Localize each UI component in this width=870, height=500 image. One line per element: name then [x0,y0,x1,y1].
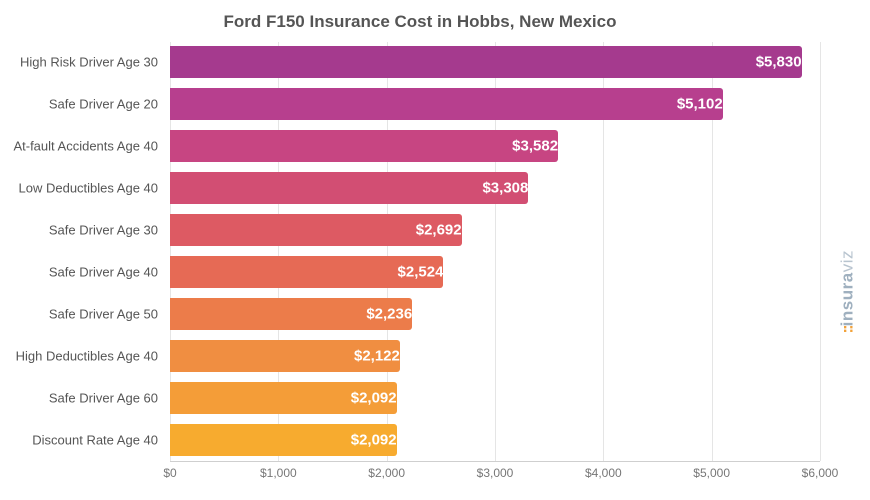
bar-value-label: $3,582 [170,138,558,155]
watermark-bold: insura [838,272,857,326]
bar-row: Safe Driver Age 20$5,102 [170,88,820,120]
category-label: Safe Driver Age 50 [0,307,158,322]
bar-value-label: $2,092 [170,432,397,449]
bar-value-label: $2,692 [170,222,462,239]
category-label: Low Deductibles Age 40 [0,181,158,196]
bar-value-label: $3,308 [170,180,528,197]
bar-value-label: $2,122 [170,348,400,365]
category-label: Safe Driver Age 60 [0,391,158,406]
bar-row: Safe Driver Age 30$2,692 [170,214,820,246]
bar-value-label: $2,524 [170,264,443,281]
bar-row: Safe Driver Age 50$2,236 [170,298,820,330]
plot-area: High Risk Driver Age 30$5,830 Safe Driver… [170,42,820,462]
x-tick-label: $0 [163,466,176,480]
x-tick-label: $1,000 [260,466,297,480]
bar-value-label: $5,102 [170,96,723,113]
bar-value-label: $2,092 [170,390,397,407]
chart-title: Ford F150 Insurance Cost in Hobbs, New M… [10,12,830,32]
bar-row: At-fault Accidents Age 40$3,582 [170,130,820,162]
chart-container: Ford F150 Insurance Cost in Hobbs, New M… [0,0,870,500]
watermark-light: viz [838,250,857,272]
bar-row: Low Deductibles Age 40$3,308 [170,172,820,204]
bar-value-label: $5,830 [170,54,802,71]
bar-row: High Risk Driver Age 30$5,830 [170,46,820,78]
gridline [820,42,821,461]
category-label: High Risk Driver Age 30 [0,55,158,70]
bar-row: Safe Driver Age 40$2,524 [170,256,820,288]
bar-row: Discount Rate Age 40$2,092 [170,424,820,456]
x-tick-label: $2,000 [368,466,405,480]
x-axis: $0$1,000$2,000$3,000$4,000$5,000$6,000 [170,462,820,488]
x-tick-label: $6,000 [802,466,839,480]
category-label: Discount Rate Age 40 [0,433,158,448]
category-label: Safe Driver Age 40 [0,265,158,280]
bar-value-label: $2,236 [170,306,412,323]
x-tick-label: $4,000 [585,466,622,480]
category-label: Safe Driver Age 20 [0,97,158,112]
category-label: At-fault Accidents Age 40 [0,139,158,154]
watermark-logo: ::insuraviz [838,250,858,334]
watermark-dots: :: [838,326,857,333]
bar-row: Safe Driver Age 60$2,092 [170,382,820,414]
category-label: High Deductibles Age 40 [0,349,158,364]
x-tick-label: $5,000 [693,466,730,480]
x-tick-label: $3,000 [477,466,514,480]
bar-row: High Deductibles Age 40$2,122 [170,340,820,372]
category-label: Safe Driver Age 30 [0,223,158,238]
